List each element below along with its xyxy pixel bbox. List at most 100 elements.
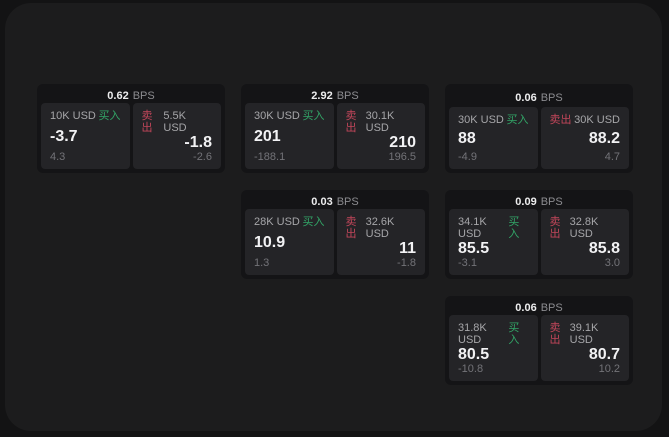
sell-tile-top: 卖出 32.8K USD — [550, 216, 621, 240]
buy-label: 买入 — [98, 110, 121, 122]
sell-label: 卖出 — [549, 322, 561, 346]
quote-card: 0.62 BPS 10K USD 买入 -3.7 4.3 卖出 5.5K USD… — [37, 84, 225, 173]
card-body: 34.1K USD 买入 85.5 -3.1 卖出 32.8K USD 85.8… — [449, 209, 629, 275]
bps-unit: BPS — [132, 89, 155, 102]
buy-amount: 30K USD — [458, 114, 504, 126]
buy-tile[interactable]: 28K USD 买入 10.9 1.3 — [245, 209, 334, 275]
sell-price: 88.2 — [588, 130, 620, 147]
sell-label: 卖出 — [141, 110, 153, 134]
sell-delta: -1.8 — [397, 257, 416, 269]
card-header: 0.09 BPS — [449, 194, 629, 209]
sell-price: 80.7 — [588, 346, 620, 363]
sell-tile[interactable]: 卖出 32.6K USD 11 -1.8 — [336, 209, 425, 275]
bps-unit: BPS — [540, 195, 563, 208]
bps-value: 2.92 — [311, 89, 333, 102]
buy-label: 买入 — [508, 216, 520, 240]
bps-unit: BPS — [540, 301, 563, 314]
sell-price: 85.8 — [588, 240, 620, 257]
buy-delta: -188.1 — [254, 151, 286, 163]
buy-tile[interactable]: 30K USD 买入 88 -4.9 — [449, 107, 538, 169]
card-header: 0.62 BPS — [41, 88, 221, 103]
buy-price: 80.5 — [458, 346, 490, 363]
buy-tile[interactable]: 10K USD 买入 -3.7 4.3 — [41, 103, 130, 169]
bps-value: 0.03 — [311, 195, 333, 208]
buy-label: 买入 — [508, 322, 520, 346]
quote-card: 0.06 BPS 30K USD 买入 88 -4.9 卖出 30K USD 8… — [445, 84, 633, 173]
bps-value: 0.06 — [515, 301, 537, 314]
buy-price: 85.5 — [458, 240, 490, 257]
sell-label: 卖出 — [345, 216, 357, 240]
card-header: 0.03 BPS — [245, 194, 425, 209]
buy-tile-top: 31.8K USD 买入 — [458, 322, 529, 346]
sell-amount: 39.1K USD — [569, 322, 599, 346]
quote-card: 0.03 BPS 28K USD 买入 10.9 1.3 卖出 32.6K US… — [241, 190, 429, 279]
sell-tile[interactable]: 卖出 39.1K USD 80.7 10.2 — [540, 315, 629, 381]
buy-delta: -10.8 — [458, 363, 484, 375]
bps-value: 0.06 — [515, 91, 537, 104]
sell-label: 卖出 — [345, 110, 357, 134]
buy-label: 买入 — [302, 110, 325, 122]
buy-price: 10.9 — [254, 234, 286, 251]
buy-tile-top: 30K USD 买入 — [458, 114, 529, 126]
sell-delta: 3.0 — [604, 257, 620, 269]
card-body: 10K USD 买入 -3.7 4.3 卖出 5.5K USD -1.8 -2.… — [41, 103, 221, 169]
sell-amount: 5.5K USD — [163, 110, 187, 134]
sell-amount: 32.6K USD — [365, 216, 395, 240]
buy-price: -3.7 — [50, 128, 78, 145]
bps-unit: BPS — [336, 195, 359, 208]
buy-amount: 31.8K USD — [458, 322, 487, 346]
buy-tile[interactable]: 31.8K USD 买入 80.5 -10.8 — [449, 315, 538, 381]
sell-tile-top: 卖出 5.5K USD — [142, 110, 213, 134]
buy-price: 88 — [458, 130, 476, 147]
buy-delta: 4.3 — [50, 151, 66, 163]
sell-label: 卖出 — [549, 216, 561, 240]
buy-label: 买入 — [506, 114, 529, 126]
buy-tile[interactable]: 30K USD 买入 201 -188.1 — [245, 103, 334, 169]
buy-delta: 1.3 — [254, 257, 270, 269]
buy-tile-top: 34.1K USD 买入 — [458, 216, 529, 240]
sell-tile[interactable]: 卖出 30K USD 88.2 4.7 — [540, 107, 629, 169]
sell-label: 卖出 — [549, 114, 572, 126]
bps-value: 0.09 — [515, 195, 537, 208]
quote-card: 0.09 BPS 34.1K USD 买入 85.5 -3.1 卖出 32.8K… — [445, 190, 633, 279]
buy-tile[interactable]: 34.1K USD 买入 85.5 -3.1 — [449, 209, 538, 275]
card-body: 31.8K USD 买入 80.5 -10.8 卖出 39.1K USD 80.… — [449, 315, 629, 381]
buy-amount: 28K USD — [254, 216, 300, 228]
buy-amount: 10K USD — [50, 110, 96, 122]
quote-grid: 0.62 BPS 10K USD 买入 -3.7 4.3 卖出 5.5K USD… — [37, 84, 633, 385]
quote-card: 0.06 BPS 31.8K USD 买入 80.5 -10.8 卖出 39.1… — [445, 296, 633, 385]
bps-unit: BPS — [336, 89, 359, 102]
sell-amount: 30.1K USD — [365, 110, 395, 134]
buy-tile-top: 10K USD 买入 — [50, 110, 121, 122]
quote-card: 2.92 BPS 30K USD 买入 201 -188.1 卖出 30.1K … — [241, 84, 429, 173]
bps-unit: BPS — [540, 91, 563, 104]
card-header: 0.06 BPS — [449, 300, 629, 315]
card-header: 2.92 BPS — [245, 88, 425, 103]
card-body: 28K USD 买入 10.9 1.3 卖出 32.6K USD 11 -1.8 — [245, 209, 425, 275]
buy-delta: -4.9 — [458, 151, 477, 163]
sell-delta: 4.7 — [604, 151, 620, 163]
sell-tile-top: 卖出 32.6K USD — [346, 216, 417, 240]
sell-delta: 10.2 — [598, 363, 620, 375]
buy-tile-top: 28K USD 买入 — [254, 216, 325, 228]
buy-amount: 34.1K USD — [458, 216, 487, 240]
buy-label: 买入 — [302, 216, 325, 228]
sell-tile[interactable]: 卖出 5.5K USD -1.8 -2.6 — [132, 103, 221, 169]
card-body: 30K USD 买入 88 -4.9 卖出 30K USD 88.2 4.7 — [449, 107, 629, 169]
buy-tile-top: 30K USD 买入 — [254, 110, 325, 122]
sell-amount: 30K USD — [574, 114, 620, 126]
sell-tile-top: 卖出 30.1K USD — [346, 110, 417, 134]
buy-amount: 30K USD — [254, 110, 300, 122]
sell-amount: 32.8K USD — [569, 216, 599, 240]
sell-tile-top: 卖出 39.1K USD — [550, 322, 621, 346]
sell-tile[interactable]: 卖出 30.1K USD 210 196.5 — [336, 103, 425, 169]
sell-price: 11 — [399, 240, 416, 257]
sell-price: 210 — [389, 134, 416, 151]
sell-price: -1.8 — [184, 134, 212, 151]
card-header: 0.06 BPS — [449, 88, 629, 107]
sell-tile[interactable]: 卖出 32.8K USD 85.8 3.0 — [540, 209, 629, 275]
sell-delta: -2.6 — [193, 151, 212, 163]
bps-value: 0.62 — [107, 89, 129, 102]
buy-price: 201 — [254, 128, 281, 145]
buy-delta: -3.1 — [458, 257, 477, 269]
